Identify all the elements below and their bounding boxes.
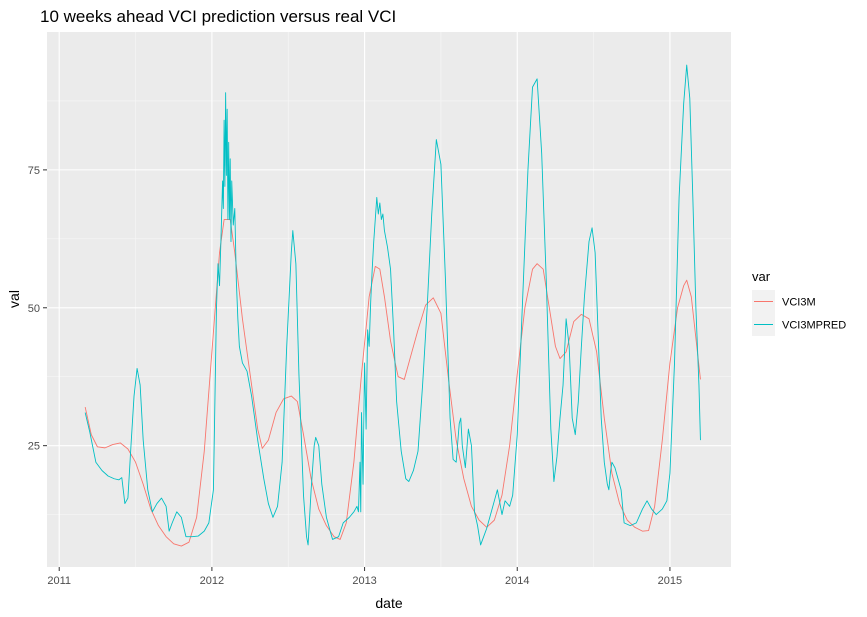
x-axis: 2011 2012 2013 2014 2015 [47,567,682,587]
legend-label-vci3mpred: VCI3MPRED [782,320,846,332]
y-tick-label: 75 [28,165,40,177]
legend: var VCI3M VCI3MPRED [752,269,846,336]
series-line-vci3m [84,219,701,547]
series-line-vci3mpred [84,64,701,546]
legend-title: var [752,269,771,284]
x-tick-label: 2012 [200,575,224,587]
y-axis: 25 50 75 [28,165,47,453]
x-tick-label: 2011 [47,575,71,587]
x-tick-label: 2014 [505,575,529,587]
grid-minor [47,32,731,567]
x-axis-title: date [375,595,402,611]
y-tick-label: 25 [28,441,40,453]
plot-panel [47,32,731,567]
series-lines [84,64,701,547]
x-tick-label: 2015 [658,575,682,587]
x-tick-label: 2013 [352,575,376,587]
chart-title: 10 weeks ahead VCI prediction versus rea… [40,7,396,26]
y-axis-title: val [6,290,22,308]
y-tick-label: 50 [28,303,40,315]
legend-label-vci3m: VCI3M [782,297,816,309]
grid-major [47,32,731,567]
